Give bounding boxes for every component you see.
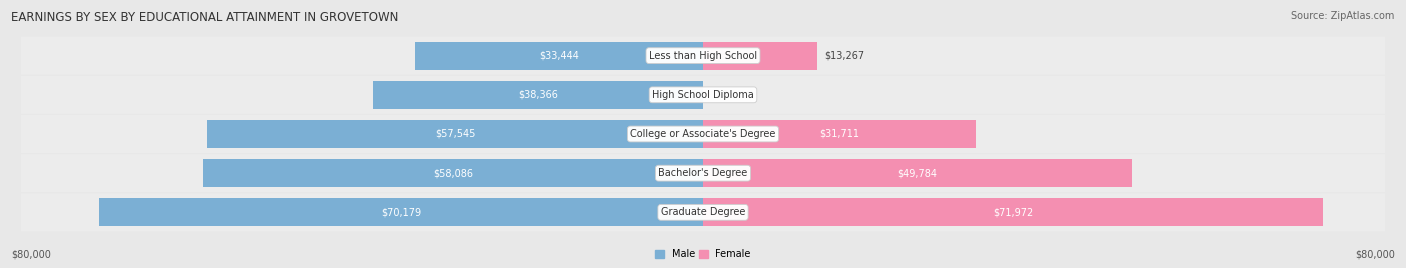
Text: $71,972: $71,972 — [993, 207, 1033, 217]
Text: Bachelor's Degree: Bachelor's Degree — [658, 168, 748, 178]
FancyBboxPatch shape — [21, 154, 1385, 192]
Text: High School Diploma: High School Diploma — [652, 90, 754, 100]
Bar — [373, 81, 703, 109]
Text: Source: ZipAtlas.com: Source: ZipAtlas.com — [1291, 11, 1395, 21]
Text: $0: $0 — [716, 90, 728, 100]
Text: College or Associate's Degree: College or Associate's Degree — [630, 129, 776, 139]
Bar — [703, 159, 1132, 187]
Bar — [703, 120, 976, 148]
FancyBboxPatch shape — [21, 37, 1385, 75]
Bar — [415, 42, 703, 70]
Text: EARNINGS BY SEX BY EDUCATIONAL ATTAINMENT IN GROVETOWN: EARNINGS BY SEX BY EDUCATIONAL ATTAINMEN… — [11, 11, 399, 24]
Text: $13,267: $13,267 — [824, 51, 865, 61]
Bar — [208, 120, 703, 148]
Text: $58,086: $58,086 — [433, 168, 472, 178]
FancyBboxPatch shape — [21, 115, 1385, 153]
FancyBboxPatch shape — [21, 193, 1385, 231]
Bar — [703, 42, 817, 70]
Text: $80,000: $80,000 — [11, 250, 51, 260]
Text: $57,545: $57,545 — [434, 129, 475, 139]
Bar — [98, 198, 703, 226]
Legend: Male, Female: Male, Female — [651, 245, 755, 263]
Text: $70,179: $70,179 — [381, 207, 420, 217]
Text: $49,784: $49,784 — [897, 168, 938, 178]
Text: $33,444: $33,444 — [538, 51, 579, 61]
Bar — [703, 198, 1323, 226]
Text: $31,711: $31,711 — [820, 129, 859, 139]
Text: $38,366: $38,366 — [517, 90, 558, 100]
Text: $80,000: $80,000 — [1355, 250, 1395, 260]
FancyBboxPatch shape — [21, 76, 1385, 114]
Text: Graduate Degree: Graduate Degree — [661, 207, 745, 217]
Bar — [202, 159, 703, 187]
Text: Less than High School: Less than High School — [650, 51, 756, 61]
